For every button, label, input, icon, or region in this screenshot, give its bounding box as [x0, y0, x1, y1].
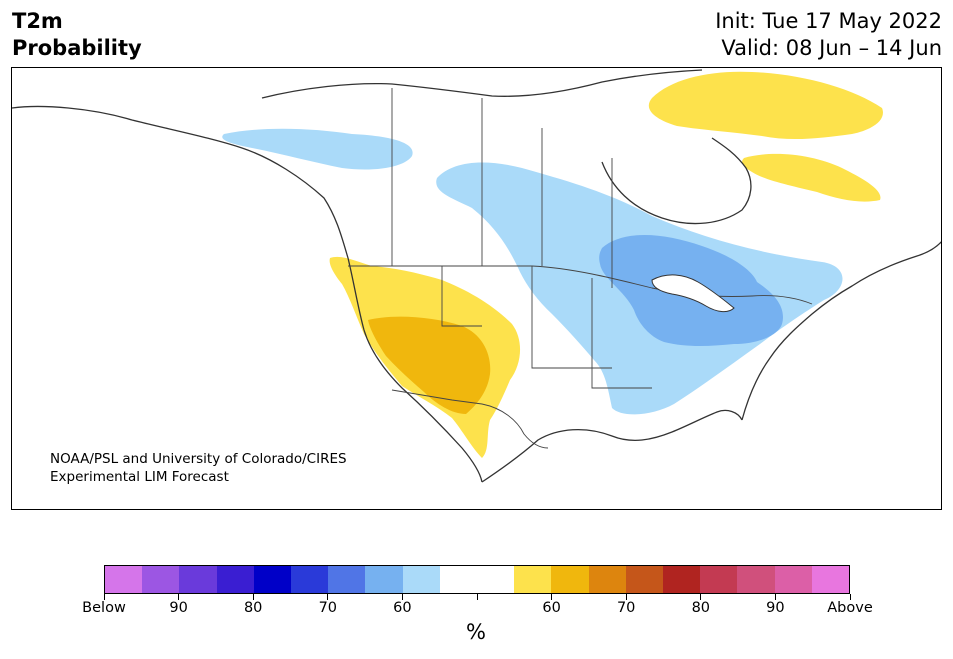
state-line-c	[591, 278, 652, 389]
region-above-60-quebec	[742, 153, 881, 202]
chart-title: T2m Probability	[12, 8, 142, 62]
west-coastline	[12, 105, 483, 483]
colorbar-tick	[774, 594, 776, 600]
colorbar-tick	[849, 594, 851, 600]
colorbar-tick	[327, 594, 329, 600]
colorbar-tick	[625, 594, 627, 600]
map-panel: NOAA/PSL and University of Colorado/CIRE…	[11, 67, 942, 510]
colorbar-segment	[142, 566, 180, 593]
colorbar-tick	[178, 594, 180, 600]
region-above-60-baffin	[648, 71, 883, 140]
colorbar-segment	[477, 566, 515, 593]
hudson-bay-coast	[601, 137, 752, 225]
colorbar-segment	[811, 566, 850, 593]
valid-date: Valid: 08 Jun – 14 Jun	[721, 36, 942, 60]
colorbar-tick-label: 90	[169, 600, 188, 616]
colorbar-tick-label: Above	[827, 600, 873, 616]
colorbar-segment	[514, 566, 552, 593]
colorbar-tick-label: 60	[393, 600, 412, 616]
title-line-2: Probability	[12, 36, 142, 60]
colorbar-segment	[291, 566, 329, 593]
colorbar-segment	[551, 566, 589, 593]
colorbar-segment	[253, 566, 292, 593]
state-line-a	[441, 266, 482, 327]
colorbar-tick	[252, 594, 254, 600]
colorbar-segment	[328, 566, 366, 593]
colorbar-segment	[402, 566, 440, 593]
east-coastline	[741, 241, 941, 421]
colorbar-tick-label: 90	[766, 600, 785, 616]
colorbar-segment	[774, 566, 812, 593]
colorbar-tick-label: 80	[691, 600, 711, 616]
colorbar-tick-label: Below	[82, 600, 126, 616]
colorbar-segment	[179, 566, 217, 593]
colorbar-ticks	[103, 594, 851, 602]
credit-line-2: Experimental LIM Forecast	[50, 469, 229, 485]
colorbar-unit-label: %	[466, 620, 486, 644]
us-mexico-border	[391, 389, 549, 449]
credit-line-1: NOAA/PSL and University of Colorado/CIRE…	[50, 451, 347, 467]
map-svg	[12, 69, 941, 483]
colorbar-segment	[625, 566, 664, 593]
colorbar-tick	[476, 594, 478, 600]
region-below-60-northwest-canada	[222, 128, 413, 170]
colorbar-segment	[663, 566, 701, 593]
colorbar	[104, 565, 850, 594]
colorbar-tick-label: 60	[542, 600, 561, 616]
colorbar-tick-label: 70	[318, 600, 338, 616]
great-lakes	[651, 274, 735, 313]
arctic-coastline	[261, 69, 703, 99]
state-line-b	[531, 266, 612, 369]
title-line-1: T2m	[12, 9, 63, 33]
colorbar-segment	[439, 566, 478, 593]
colorbar-segment	[105, 566, 143, 593]
colorbar-segment	[700, 566, 738, 593]
colorbar-tick	[700, 594, 702, 600]
forecast-dates: Init: Tue 17 May 2022 Valid: 08 Jun – 14…	[715, 8, 942, 62]
colorbar-tick	[401, 594, 403, 600]
colorbar-tick	[103, 594, 105, 600]
colorbar-segment	[365, 566, 403, 593]
colorbar-tick-label: 70	[616, 600, 636, 616]
gulf-coastline	[481, 409, 743, 483]
colorbar-tick-label: 80	[243, 600, 263, 616]
colorbar-segment	[737, 566, 775, 593]
init-date: Init: Tue 17 May 2022	[715, 9, 942, 33]
colorbar-tick	[551, 594, 553, 600]
colorbar-segment	[588, 566, 626, 593]
region-above-70-southwest	[368, 316, 491, 414]
colorbar-segment	[216, 566, 254, 593]
credit-text: NOAA/PSL and University of Colorado/CIRE…	[50, 450, 347, 486]
